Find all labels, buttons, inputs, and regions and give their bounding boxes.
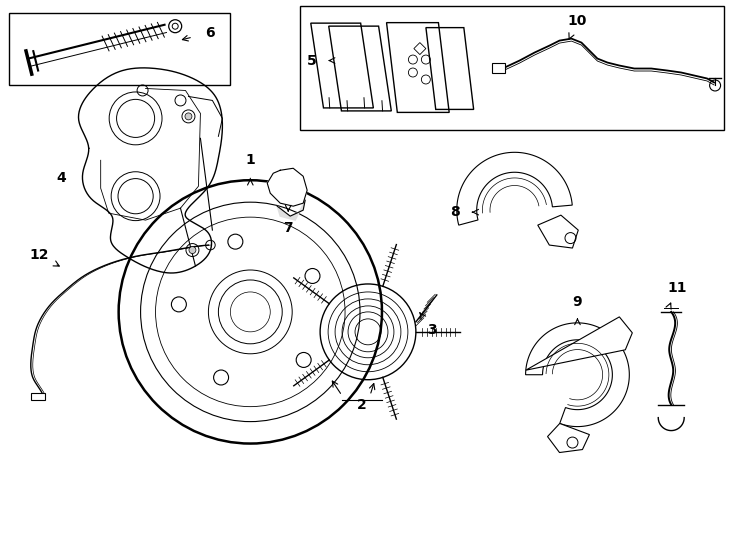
Bar xyxy=(9,12,230,85)
Bar xyxy=(300,6,724,130)
Text: 10: 10 xyxy=(568,14,587,28)
Text: 3: 3 xyxy=(427,323,437,337)
Text: 7: 7 xyxy=(283,221,293,235)
Polygon shape xyxy=(538,215,578,248)
Circle shape xyxy=(185,113,192,120)
Text: 5: 5 xyxy=(308,53,317,68)
Text: 12: 12 xyxy=(29,248,48,262)
Circle shape xyxy=(189,247,196,254)
Polygon shape xyxy=(526,323,629,427)
Text: 9: 9 xyxy=(573,295,582,309)
Text: 1: 1 xyxy=(245,153,255,167)
Polygon shape xyxy=(277,200,305,220)
Text: 6: 6 xyxy=(206,25,215,39)
Bar xyxy=(492,63,505,72)
Text: 8: 8 xyxy=(450,205,459,219)
Polygon shape xyxy=(548,423,589,453)
Text: 11: 11 xyxy=(667,281,687,295)
Polygon shape xyxy=(457,152,573,225)
Text: 2: 2 xyxy=(357,397,367,411)
Bar xyxy=(31,393,45,400)
Polygon shape xyxy=(267,168,307,206)
Polygon shape xyxy=(526,317,632,370)
Text: 4: 4 xyxy=(56,171,65,185)
